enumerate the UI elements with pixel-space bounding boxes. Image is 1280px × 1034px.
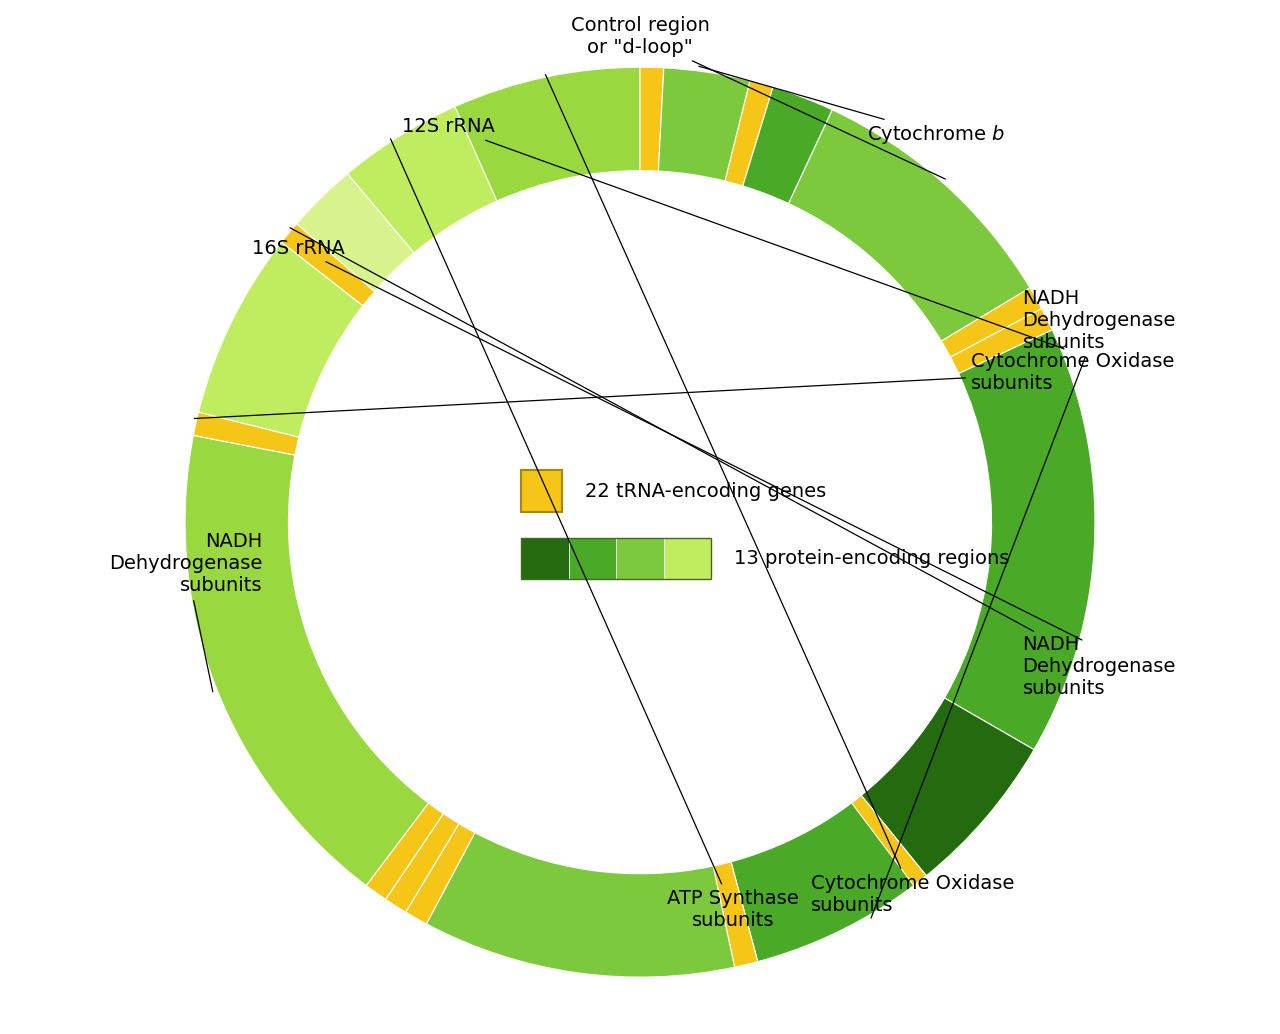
Wedge shape <box>945 330 1094 750</box>
Bar <box>521 470 562 512</box>
Wedge shape <box>788 110 1030 341</box>
Wedge shape <box>385 814 460 912</box>
Wedge shape <box>851 795 927 885</box>
Wedge shape <box>658 68 750 181</box>
Wedge shape <box>186 435 429 885</box>
Bar <box>568 538 616 579</box>
Wedge shape <box>731 762 973 962</box>
Wedge shape <box>951 308 1052 373</box>
Wedge shape <box>198 242 364 437</box>
Text: NADH
Dehydrogenase
subunits: NADH Dehydrogenase subunits <box>109 533 262 692</box>
Text: Cytochrome Oxidase
subunits: Cytochrome Oxidase subunits <box>545 74 1014 915</box>
Wedge shape <box>454 67 640 201</box>
Bar <box>521 538 568 579</box>
Bar <box>616 538 664 579</box>
Wedge shape <box>861 698 1034 876</box>
Wedge shape <box>713 861 758 967</box>
Wedge shape <box>282 223 375 306</box>
Text: NADH
Dehydrogenase
subunits: NADH Dehydrogenase subunits <box>291 227 1176 698</box>
Wedge shape <box>800 117 1021 331</box>
Wedge shape <box>897 749 988 832</box>
Text: 22 tRNA-encoding genes: 22 tRNA-encoding genes <box>585 482 827 500</box>
Wedge shape <box>193 413 300 455</box>
Wedge shape <box>724 81 773 186</box>
Text: 12S rRNA: 12S rRNA <box>402 118 1064 348</box>
Wedge shape <box>561 67 832 204</box>
Wedge shape <box>297 174 413 292</box>
Text: Cytochrome $\it{b}$: Cytochrome $\it{b}$ <box>699 66 1006 146</box>
Wedge shape <box>934 274 1030 341</box>
Wedge shape <box>941 287 1083 444</box>
Wedge shape <box>909 444 1094 815</box>
Wedge shape <box>941 287 1042 357</box>
Bar <box>521 538 712 579</box>
Text: ATP Synthase
subunits: ATP Synthase subunits <box>390 139 799 931</box>
Wedge shape <box>348 107 497 253</box>
Wedge shape <box>983 420 1088 461</box>
Text: NADH
Dehydrogenase
subunits: NADH Dehydrogenase subunits <box>872 290 1176 918</box>
Text: 13 protein-encoding regions: 13 protein-encoding regions <box>735 549 1010 568</box>
Wedge shape <box>640 67 664 171</box>
Bar <box>664 538 712 579</box>
Text: 16S rRNA: 16S rRNA <box>252 239 1082 640</box>
Text: Control region
or "d-loop": Control region or "d-loop" <box>571 16 946 179</box>
Text: Cytochrome Oxidase
subunits: Cytochrome Oxidase subunits <box>195 352 1174 419</box>
Wedge shape <box>406 823 475 923</box>
Wedge shape <box>426 832 735 977</box>
Wedge shape <box>366 803 443 900</box>
Wedge shape <box>788 110 846 209</box>
Wedge shape <box>742 87 832 204</box>
